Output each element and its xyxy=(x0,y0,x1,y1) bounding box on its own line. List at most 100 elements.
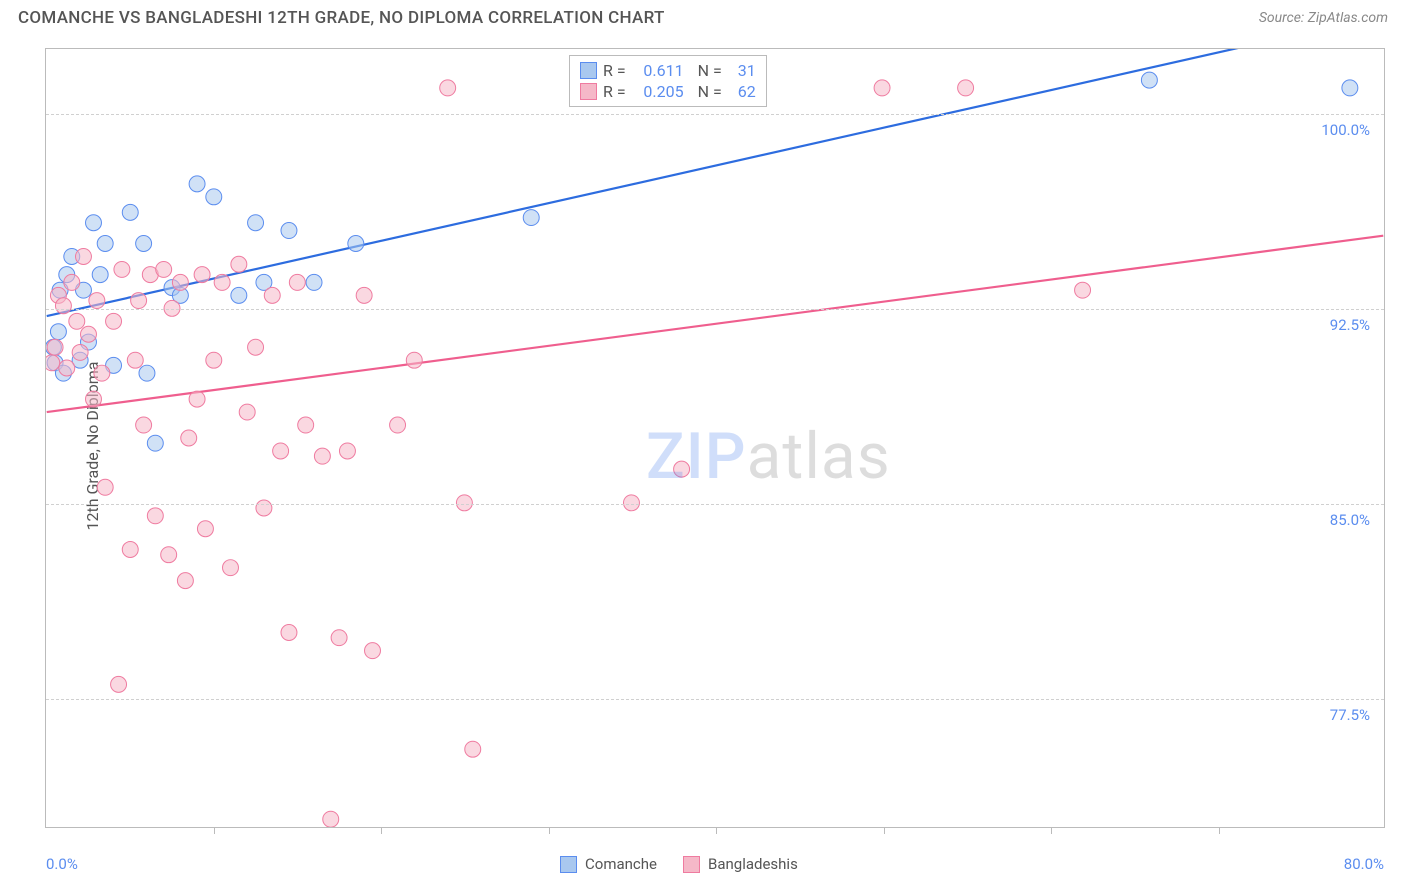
x-tick xyxy=(381,827,382,834)
data-point xyxy=(231,287,247,303)
data-point xyxy=(523,210,539,226)
legend-series: Comanche Bangladeshis xyxy=(560,855,798,873)
data-point xyxy=(194,267,210,283)
data-point xyxy=(248,339,264,355)
y-tick-label: 92.5% xyxy=(1330,316,1370,334)
data-point xyxy=(50,324,66,340)
x-tick xyxy=(884,827,885,834)
x-tick xyxy=(1051,827,1052,834)
data-point xyxy=(172,274,188,290)
scatter-plot-svg xyxy=(46,49,1384,827)
data-point xyxy=(456,495,472,511)
data-point xyxy=(89,293,105,309)
data-point xyxy=(674,461,690,477)
data-point xyxy=(390,417,406,433)
gridline xyxy=(46,504,1384,505)
data-point xyxy=(161,547,177,563)
legend-item: Bangladeshis xyxy=(683,855,798,873)
data-point xyxy=(289,274,305,290)
data-point xyxy=(86,391,102,407)
data-point xyxy=(281,223,297,239)
data-point xyxy=(111,676,127,692)
n-label: N = xyxy=(698,82,722,101)
y-tick-label: 100.0% xyxy=(1321,121,1370,139)
r-value: 0.611 xyxy=(632,61,684,80)
data-point xyxy=(147,435,163,451)
data-point xyxy=(92,267,108,283)
y-tick-label: 85.0% xyxy=(1330,511,1370,529)
legend-swatch xyxy=(560,856,577,873)
data-point xyxy=(75,248,91,264)
data-point xyxy=(147,508,163,524)
data-point xyxy=(97,479,113,495)
data-point xyxy=(223,560,239,576)
data-point xyxy=(239,404,255,420)
data-point xyxy=(214,274,230,290)
legend-label: Comanche xyxy=(585,855,657,873)
n-value: 31 xyxy=(728,61,756,80)
y-tick-label: 77.5% xyxy=(1330,706,1370,724)
x-axis-max-label: 80.0% xyxy=(1344,855,1384,873)
data-point xyxy=(331,630,347,646)
x-tick xyxy=(549,827,550,834)
gridline xyxy=(46,309,1384,310)
data-point xyxy=(323,811,339,827)
data-point xyxy=(623,495,639,511)
chart-plot-area: R =0.611N =31R =0.205N =62 ZIPatlas 77.5… xyxy=(45,48,1385,828)
data-point xyxy=(365,643,381,659)
n-label: N = xyxy=(698,61,722,80)
gridline xyxy=(46,114,1384,115)
data-point xyxy=(189,176,205,192)
data-point xyxy=(1075,282,1091,298)
data-point xyxy=(136,417,152,433)
data-point xyxy=(114,261,130,277)
data-point xyxy=(1141,72,1157,88)
data-point xyxy=(465,741,481,757)
data-point xyxy=(356,287,372,303)
data-point xyxy=(122,204,138,220)
data-point xyxy=(306,274,322,290)
r-label: R = xyxy=(603,61,626,80)
gridline xyxy=(46,699,1384,700)
data-point xyxy=(281,625,297,641)
n-value: 62 xyxy=(728,82,756,101)
data-point xyxy=(181,430,197,446)
data-point xyxy=(273,443,289,459)
x-tick xyxy=(716,827,717,834)
legend-stat-row: R =0.205N =62 xyxy=(580,81,756,102)
data-point xyxy=(348,236,364,252)
chart-title: COMANCHE VS BANGLADESHI 12TH GRADE, NO D… xyxy=(18,8,665,28)
data-point xyxy=(59,360,75,376)
data-point xyxy=(177,573,193,589)
data-point xyxy=(94,365,110,381)
x-axis-min-label: 0.0% xyxy=(46,855,78,873)
legend-swatch xyxy=(580,62,597,79)
data-point xyxy=(206,189,222,205)
data-point xyxy=(131,293,147,309)
legend-stat-row: R = 0.611 N = 31 xyxy=(580,60,756,81)
data-point xyxy=(874,80,890,96)
legend-swatch xyxy=(683,856,700,873)
data-point xyxy=(314,448,330,464)
data-point xyxy=(47,339,63,355)
data-point xyxy=(69,313,85,329)
r-value: 0.205 xyxy=(632,82,684,101)
data-point xyxy=(256,500,272,516)
data-point xyxy=(231,256,247,272)
data-point xyxy=(197,521,213,537)
source-label: Source: ZipAtlas.com xyxy=(1259,10,1388,26)
data-point xyxy=(72,344,88,360)
data-point xyxy=(440,80,456,96)
data-point xyxy=(156,261,172,277)
x-tick xyxy=(214,827,215,834)
data-point xyxy=(206,352,222,368)
data-point xyxy=(55,298,71,314)
data-point xyxy=(139,365,155,381)
data-point xyxy=(46,355,60,371)
data-point xyxy=(339,443,355,459)
data-point xyxy=(127,352,143,368)
data-point xyxy=(958,80,974,96)
legend-label: Bangladeshis xyxy=(708,855,798,873)
data-point xyxy=(1342,80,1358,96)
trend-line xyxy=(47,236,1384,412)
